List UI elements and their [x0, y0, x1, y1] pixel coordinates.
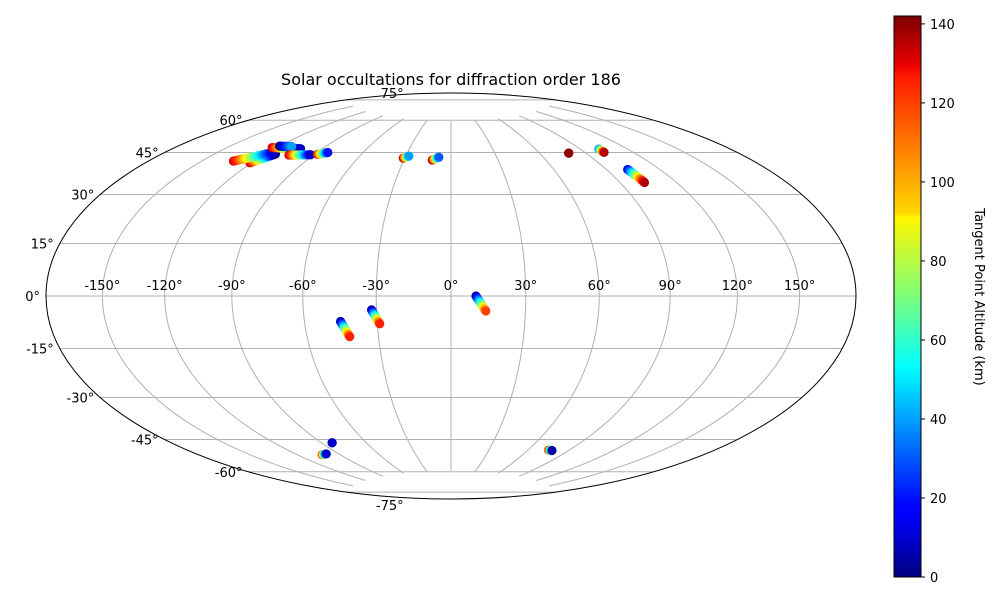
occultation-track	[543, 445, 557, 456]
colorbar-tick-label: 60	[930, 334, 947, 349]
data-point	[564, 148, 574, 158]
data-point	[345, 332, 355, 342]
data-point	[323, 147, 333, 158]
data-point	[547, 445, 557, 456]
latitude-tick-label: 75°	[381, 87, 404, 102]
data-point	[404, 151, 414, 161]
colorbar-tick-label: 80	[930, 255, 947, 270]
longitude-tick-label: -90°	[218, 279, 246, 294]
latitude-tick-label: 15°	[31, 237, 54, 252]
meridian-line	[548, 105, 801, 487]
occultation-track	[284, 150, 316, 160]
occultation-points	[228, 141, 650, 460]
colorbar-tick-label: 140	[930, 18, 955, 33]
colorbar-tick-label: 0	[930, 571, 938, 586]
data-point	[639, 177, 650, 188]
colorbar-tick-label: 20	[930, 492, 947, 507]
occultation-track	[335, 316, 355, 342]
latitude-tick-label: 30°	[71, 189, 94, 204]
latitude-tick-label: -60°	[215, 466, 243, 481]
data-point	[327, 438, 337, 448]
latitude-tick-label: 45°	[136, 146, 159, 161]
occultation-track	[228, 147, 279, 166]
occultation-track	[275, 141, 297, 152]
occultation-track	[427, 152, 444, 165]
longitude-tick-label: 120°	[722, 279, 753, 294]
longitude-tick-label: 150°	[784, 279, 815, 294]
occultation-track	[366, 305, 385, 329]
longitude-tick-label: -150°	[84, 279, 120, 294]
data-point	[375, 319, 385, 329]
meridian-line	[536, 111, 738, 481]
map-boundary	[45, 92, 857, 500]
colorbar	[893, 15, 922, 578]
longitude-tick-labels: -150° -120° -90° -60° -30° 0° 30° 60° 90° 120° 150…	[84, 279, 815, 294]
latitude-tick-labels: -75° -60° -45° -30° -15° 0° 15° 30° 45° 60° 75°	[25, 87, 403, 514]
colorbar-label: Tangent Point Altitude (km)	[971, 207, 986, 385]
latitude-tick-label: 60°	[219, 114, 242, 129]
longitude-tick-label: 30°	[514, 279, 537, 294]
longitude-tick-label: -60°	[289, 279, 317, 294]
data-point	[434, 152, 444, 162]
latitude-tick-label: -30°	[67, 392, 95, 407]
occultation-track	[398, 151, 414, 163]
meridian-line	[101, 105, 354, 487]
data-point	[306, 150, 316, 160]
meridian-line	[231, 115, 384, 477]
data-point	[287, 141, 297, 152]
occultation-track	[327, 438, 337, 448]
occultation-track	[564, 148, 574, 158]
colorbar-tick-label: 100	[930, 176, 955, 191]
meridian-line	[375, 120, 428, 472]
meridian-line	[302, 118, 404, 474]
colorbar-tick-label: 40	[930, 413, 947, 428]
data-point	[599, 147, 609, 157]
data-point	[481, 306, 491, 316]
meridian-line	[498, 118, 600, 474]
longitude-tick-label: 60°	[588, 279, 611, 294]
meridian-line	[518, 115, 671, 477]
latitude-tick-label: -45°	[131, 434, 159, 449]
occultation-track	[317, 449, 331, 460]
chart-title: Solar occultations for diffraction order…	[281, 70, 621, 89]
latitude-tick-label: -75°	[376, 499, 404, 514]
latitude-tick-label: -15°	[26, 343, 54, 358]
occultation-track	[594, 144, 609, 157]
graticule-grid	[46, 99, 856, 493]
longitude-tick-label: 90°	[659, 279, 682, 294]
meridian-line	[474, 120, 527, 472]
colorbar-ticks: 0 20 40 60 80 100 120 140	[921, 18, 955, 586]
colorbar-tick-label: 120	[930, 97, 955, 112]
occultation-track	[312, 147, 333, 159]
latitude-tick-label: 0°	[25, 290, 40, 305]
longitude-tick-label: -30°	[362, 279, 390, 294]
longitude-tick-label: 0°	[444, 279, 459, 294]
occultation-track	[623, 164, 650, 188]
occultation-track	[471, 291, 491, 316]
longitude-tick-label: -120°	[147, 279, 183, 294]
data-point	[321, 449, 331, 459]
